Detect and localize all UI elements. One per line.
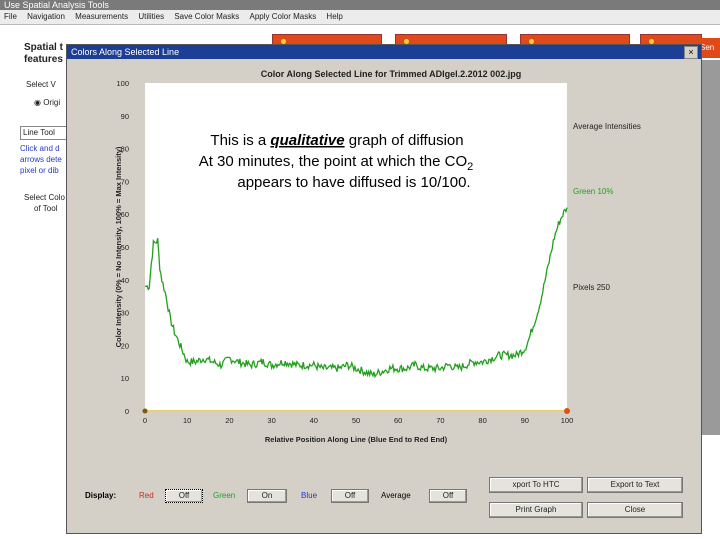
y-tick-label: 90 xyxy=(121,112,129,121)
bg-tool-field[interactable]: Line Tool xyxy=(20,126,68,140)
legend-header: Average Intensities xyxy=(573,122,641,131)
x-tick-label: 60 xyxy=(394,416,402,425)
annotation-line-3: appears to have diffused is 10/100. xyxy=(237,174,470,191)
y-tick-label: 10 xyxy=(121,374,129,383)
y-tick-label: 40 xyxy=(121,276,129,285)
legend-green: Green 10% xyxy=(573,187,613,196)
bg-hint-3: pixel or dib xyxy=(20,166,59,175)
red-toggle-button[interactable]: Off xyxy=(165,489,203,503)
menu-navigation[interactable]: Navigation xyxy=(27,12,65,21)
y-tick-label: 50 xyxy=(121,243,129,252)
menu-bar: File Navigation Measurements Utilities S… xyxy=(0,10,720,25)
x-tick-label: 20 xyxy=(225,416,233,425)
red-label: Red xyxy=(139,491,154,500)
bg-select-color-2: of Tool xyxy=(34,204,58,213)
app-title: Use Spatial Analysis Tools xyxy=(4,0,109,10)
y-tick-label: 100 xyxy=(116,79,129,88)
y-tick-label: 20 xyxy=(121,341,129,350)
bg-heading-2: features xyxy=(24,54,63,65)
bg-hint-1: Click and d xyxy=(20,144,60,153)
y-tick-label: 30 xyxy=(121,309,129,318)
blue-toggle-button[interactable]: Off xyxy=(331,489,369,503)
colors-along-line-dialog: Colors Along Selected Line × Color Along… xyxy=(66,44,702,534)
menu-file[interactable]: File xyxy=(4,12,17,21)
legend-pixels: Pixels 250 xyxy=(573,283,610,292)
close-button[interactable]: Close xyxy=(587,502,683,518)
export-text-button[interactable]: Export to Text xyxy=(587,477,683,493)
bg-heading: Spatial t xyxy=(24,42,63,53)
bullet-icon xyxy=(529,39,534,44)
bg-sen-button[interactable]: Sen xyxy=(700,38,720,58)
x-tick-label: 70 xyxy=(436,416,444,425)
blue-end-marker[interactable] xyxy=(142,408,148,414)
x-tick-label: 80 xyxy=(478,416,486,425)
annotation-line-1: This is a qualitative graph of diffusion xyxy=(210,132,463,149)
bullet-icon xyxy=(281,39,286,44)
bullet-icon xyxy=(649,39,654,44)
x-axis-label: Relative Position Along Line (Blue End t… xyxy=(265,435,448,444)
menu-measurements[interactable]: Measurements xyxy=(75,12,129,21)
y-tick-label: 70 xyxy=(121,177,129,186)
intensity-chart: Color Along Selected Line for Trimmed AD… xyxy=(114,69,641,444)
menu-apply-color-masks[interactable]: Apply Color Masks xyxy=(249,12,317,21)
x-tick-label: 30 xyxy=(267,416,275,425)
blue-label: Blue xyxy=(301,491,318,500)
green-label: Green xyxy=(213,491,236,500)
dialog-title-bar: Colors Along Selected Line × xyxy=(67,45,701,59)
export-html-button[interactable]: xport To HTC xyxy=(489,477,583,493)
chart-title: Color Along Selected Line for Trimmed AD… xyxy=(261,69,521,79)
x-tick-label: 50 xyxy=(352,416,360,425)
app-title-bar: Use Spatial Analysis Tools xyxy=(0,0,720,10)
bg-select-label: Select V xyxy=(26,80,56,89)
close-icon[interactable]: × xyxy=(684,46,698,59)
dialog-title: Colors Along Selected Line xyxy=(71,47,180,57)
bg-image-edge xyxy=(700,60,720,435)
x-tick-label: 100 xyxy=(561,416,574,425)
x-tick-label: 10 xyxy=(183,416,191,425)
x-tick-label: 0 xyxy=(143,416,147,425)
x-tick-label: 90 xyxy=(521,416,529,425)
average-toggle-button[interactable]: Off xyxy=(429,489,467,503)
bullet-icon xyxy=(404,39,409,44)
menu-save-color-masks[interactable]: Save Color Masks xyxy=(174,12,240,21)
menu-utilities[interactable]: Utilities xyxy=(138,12,165,21)
average-label: Average xyxy=(381,491,411,500)
annotation-line-2: At 30 minutes, the point at which the CO… xyxy=(199,153,474,173)
display-label: Display: xyxy=(85,491,117,500)
bg-hint-2: arrows dete xyxy=(20,155,62,164)
green-series-line xyxy=(145,207,568,379)
bg-radio-original[interactable]: ◉ Origi xyxy=(34,98,61,107)
bg-select-color: Select Colo xyxy=(24,193,65,202)
y-tick-label: 0 xyxy=(125,407,129,416)
x-tick-label: 40 xyxy=(310,416,318,425)
red-end-marker[interactable] xyxy=(564,408,570,414)
y-axis-label: Color Intensity (0% = No Intensity, 100%… xyxy=(114,146,123,347)
y-tick-label: 60 xyxy=(121,210,129,219)
print-graph-button[interactable]: Print Graph xyxy=(489,502,583,518)
menu-help[interactable]: Help xyxy=(326,12,343,21)
y-tick-label: 80 xyxy=(121,145,129,154)
green-toggle-button[interactable]: On xyxy=(247,489,287,503)
